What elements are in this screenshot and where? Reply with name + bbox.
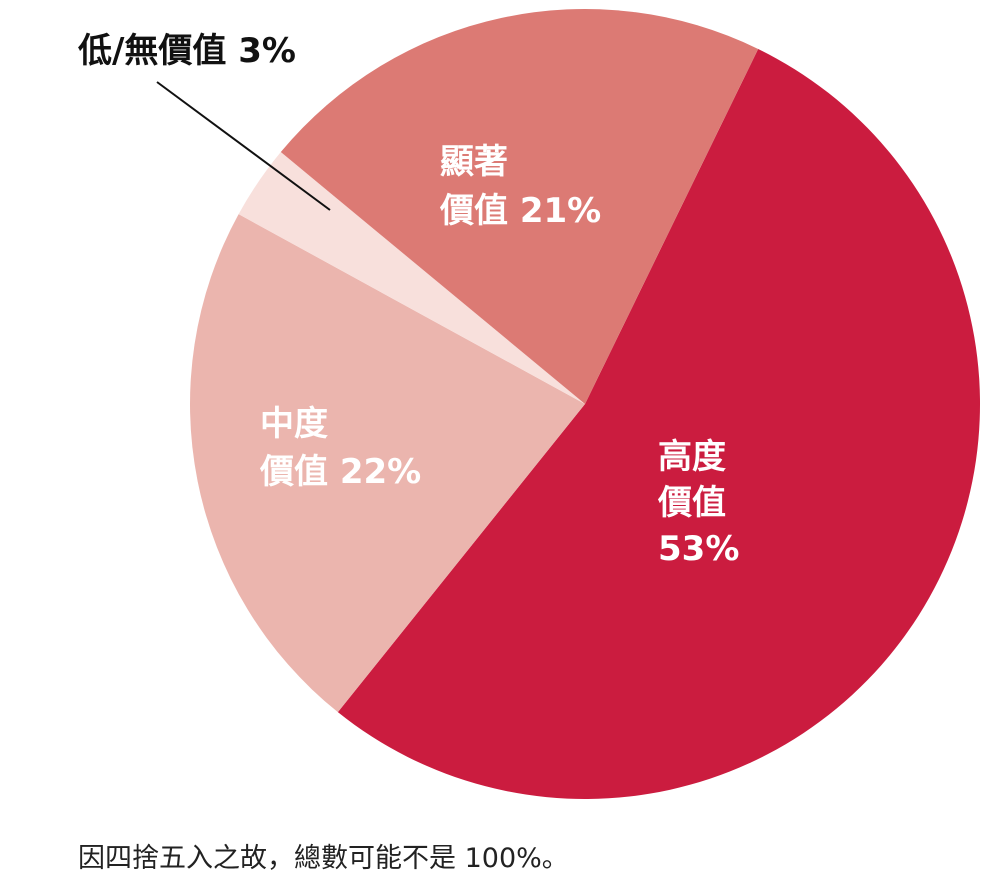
- pie-slices: [190, 9, 981, 800]
- pie-slice-2: [238, 152, 585, 404]
- pie-slice-3: [280, 9, 759, 405]
- medium-value-label-line2: 價值 22%: [259, 452, 421, 492]
- high-value-label-line1: 高度: [658, 437, 726, 477]
- high-value-label-line2: 價值: [657, 483, 726, 523]
- low-value-label: 低/無價值 3%: [78, 31, 296, 71]
- significant-value-label-line1: 顯著: [440, 142, 508, 182]
- pie-slice-1: [190, 214, 585, 713]
- footnote: 因四捨五入之故，總數可能不是 100%。: [78, 843, 569, 874]
- medium-value-label-line1: 中度: [260, 404, 328, 444]
- high-value-label-line3: 53%: [658, 529, 739, 569]
- significant-value-label-line2: 價值 21%: [439, 191, 601, 231]
- low-value-leader-line: [156, 81, 331, 211]
- pie-slice-0: [337, 48, 981, 800]
